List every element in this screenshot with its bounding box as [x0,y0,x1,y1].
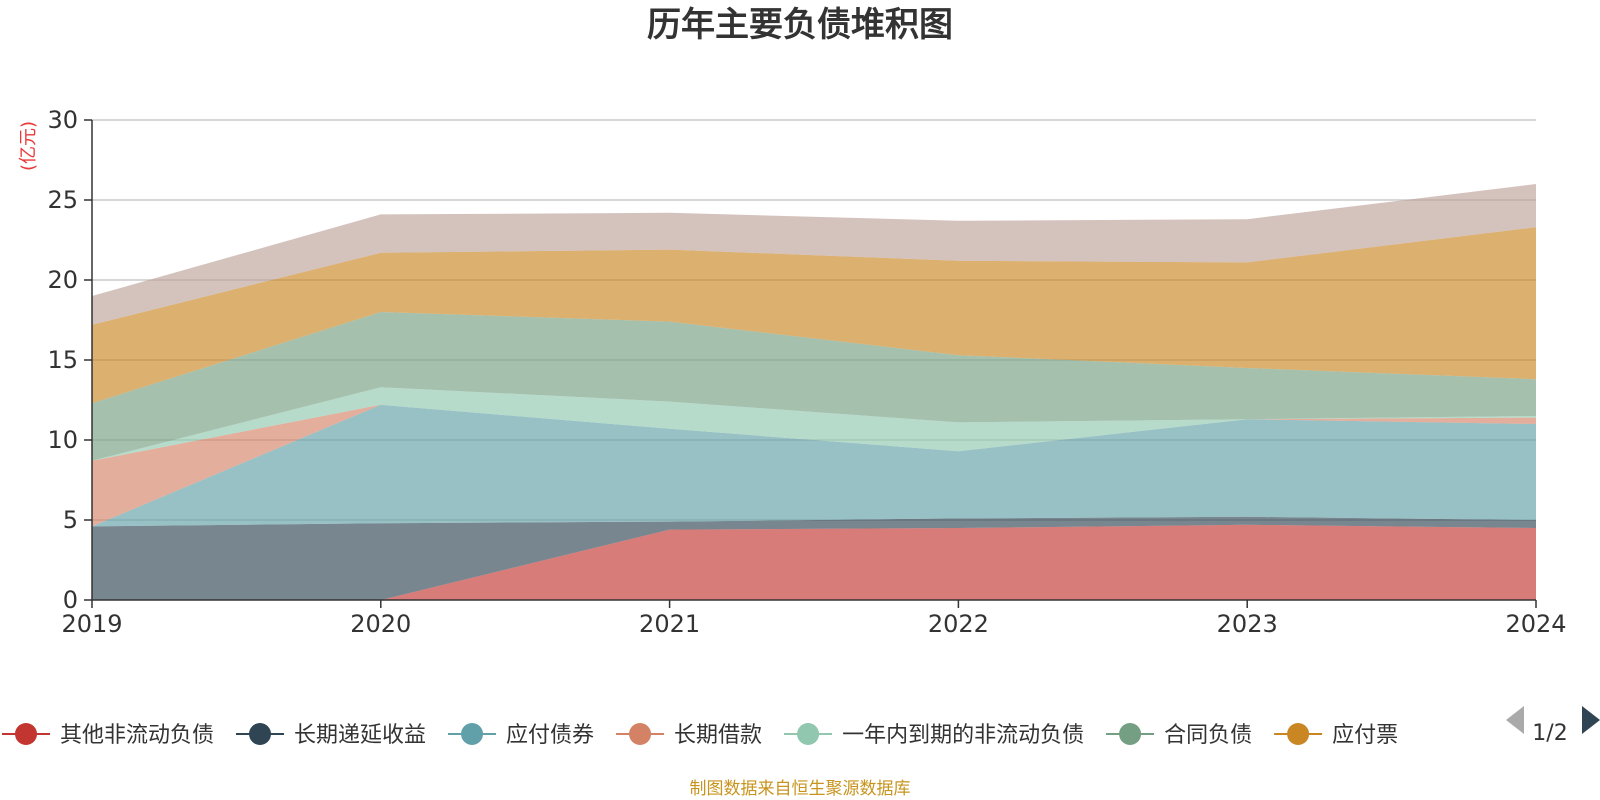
legend-marker-icon [1287,723,1310,745]
area-series-6 [92,227,1536,404]
legend-marker-icon [797,723,820,745]
legend-item[interactable]: 应付债券 [448,723,594,748]
x-tick-label: 2020 [350,610,411,638]
legend-label: 一年内到期的非流动负债 [842,723,1084,748]
y-tick-label: 0 [63,586,78,614]
legend: 其他非流动负债 长期递延收益 应付债券 长期借款 一年内到期的非流动负债 合同负债 应付票 [2,723,1398,748]
y-tick-label: 15 [47,346,78,374]
legend-label: 应付债券 [506,723,594,748]
legend-marker-icon [249,723,272,745]
legend-marker-icon [15,723,37,745]
x-tick-label: 2023 [1217,610,1278,638]
legend-item[interactable]: 其他非流动负债 [2,723,214,748]
y-tick-label: 10 [47,426,78,454]
y-tick-label: 5 [63,506,78,534]
x-tick-label: 2021 [639,610,700,638]
area-series-0 [92,524,1536,600]
y-tick-label: 20 [47,266,78,294]
x-tick-label: 2019 [61,610,122,638]
legend-label: 长期借款 [674,723,762,748]
legend-item[interactable]: 一年内到期的非流动负债 [784,723,1084,748]
legend-page-indicator: 1/2 [1532,721,1567,746]
legend-item[interactable]: 应付票 [1274,723,1398,748]
area-series-1 [92,516,1536,600]
data-source-note: 制图数据来自恒生聚源数据库 [690,779,911,799]
legend-label: 其他非流动负债 [60,723,214,748]
legend-next-page-icon[interactable] [1582,706,1600,734]
legend-marker-icon [1119,723,1142,745]
x-tick-label: 2022 [928,610,989,638]
area-series-7 [92,184,1536,325]
legend-label: 应付票 [1332,723,1398,748]
chart-title: 历年主要负债堆积图 [647,5,953,45]
legend-item[interactable]: 合同负债 [1106,723,1252,748]
area-series-4 [92,387,1536,461]
y-tick-label: 30 [47,106,78,134]
x-tick-label: 2024 [1505,610,1566,638]
legend-item[interactable]: 长期递延收益 [236,723,426,748]
legend-marker-icon [461,723,484,745]
area-series-5 [92,312,1536,461]
legend-label: 合同负债 [1164,723,1252,748]
area-series-2 [92,404,1536,527]
legend-pager: 1/2 [1506,706,1600,746]
y-axis-unit: (亿元) [18,121,39,171]
legend-prev-page-icon[interactable] [1506,706,1524,734]
legend-marker-icon [629,723,652,745]
axes: 0 5 10 15 20 25 30 2019 2020 2021 2022 2023 2024 [47,106,1566,638]
y-tick-label: 25 [47,186,78,214]
area-layers [92,184,1536,600]
legend-label: 长期递延收益 [294,723,426,748]
legend-item[interactable]: 长期借款 [616,723,762,748]
